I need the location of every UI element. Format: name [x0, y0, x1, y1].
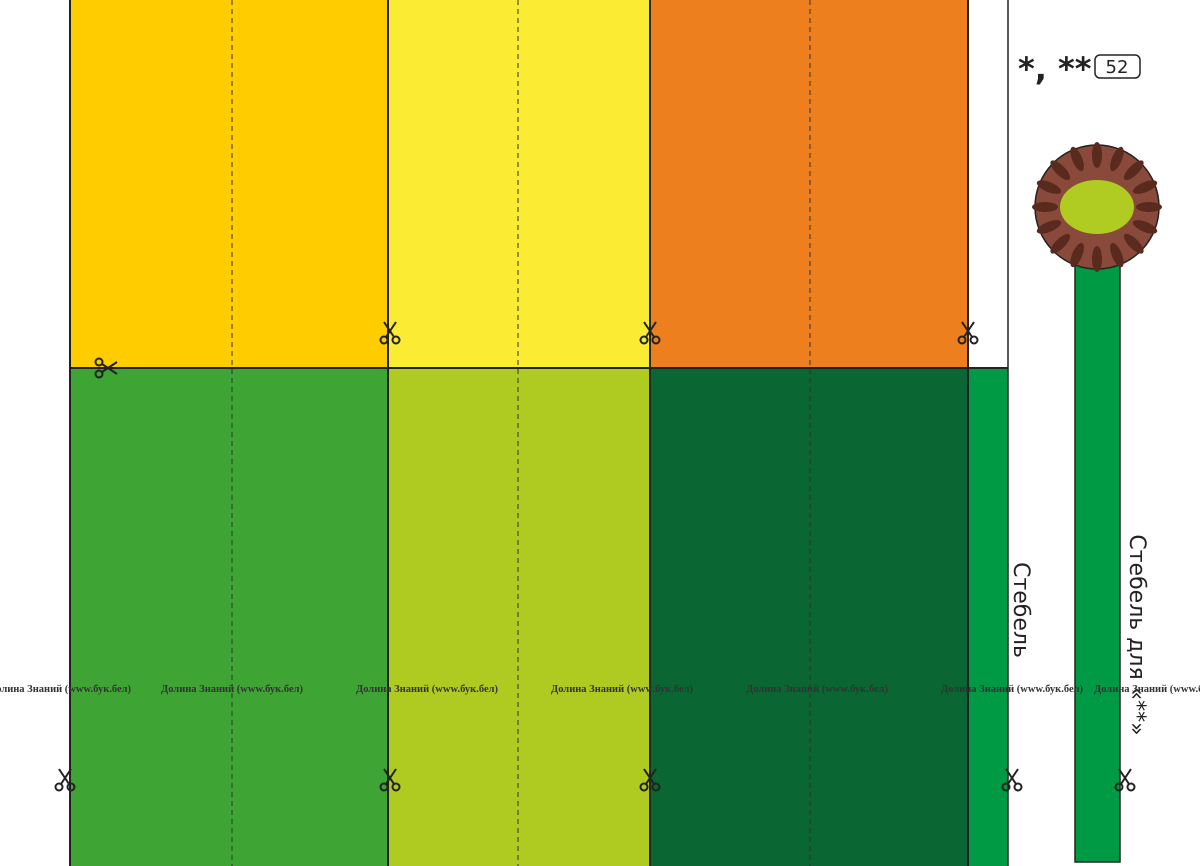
- watermark: Долина Знаний (www.бук.бел): [1094, 684, 1200, 695]
- paper-orange: [650, 0, 968, 368]
- petal: [1132, 180, 1158, 194]
- watermark: Долина Знаний (www.бук.бел): [0, 684, 132, 695]
- petal: [1050, 233, 1071, 254]
- fold-lines: [231, 0, 811, 866]
- petal: [1092, 142, 1102, 168]
- petal: [1070, 242, 1084, 268]
- petal: [1036, 180, 1062, 194]
- petal: [1123, 160, 1144, 181]
- watermark: Долина Знаний (www.бук.бел): [161, 684, 304, 695]
- petal: [1132, 220, 1158, 234]
- watermark: Долина Знаний (www.бук.бел): [551, 684, 694, 695]
- page-number: 52: [1106, 57, 1129, 78]
- paper-lime: [388, 368, 650, 866]
- stem-strip: [968, 368, 1008, 866]
- watermarks: Долина Знаний (www.бук.бел) Долина Знаний…: [0, 684, 1200, 695]
- petal: [1110, 146, 1124, 172]
- stem-for-label: Стебель для «**»: [1124, 534, 1149, 735]
- flower: [1032, 142, 1162, 272]
- paper-yellow: [70, 0, 388, 368]
- flower-center: [1060, 180, 1134, 234]
- stem: [1074, 254, 1121, 863]
- petal: [1032, 202, 1058, 212]
- page-box: [1094, 54, 1141, 79]
- petal: [1092, 246, 1102, 272]
- petal: [1036, 220, 1062, 234]
- paper-dark-green: [650, 368, 968, 866]
- petal: [1070, 146, 1084, 172]
- marks: *, **: [1018, 50, 1092, 88]
- petal: [1123, 233, 1144, 254]
- paper-light-yellow: [388, 0, 650, 368]
- petal: [1110, 242, 1124, 268]
- watermark: Долина Знаний (www.бук.бел): [941, 684, 1084, 695]
- petal: [1050, 160, 1071, 181]
- petal: [1136, 202, 1162, 212]
- stem-label: Стебель: [1008, 562, 1033, 658]
- watermark: Долина Знаний (www.бук.бел): [746, 684, 889, 695]
- watermark: Долина Знаний (www.бук.бел): [356, 684, 499, 695]
- paper-green: [70, 368, 388, 866]
- cut-lines: [69, 0, 1009, 866]
